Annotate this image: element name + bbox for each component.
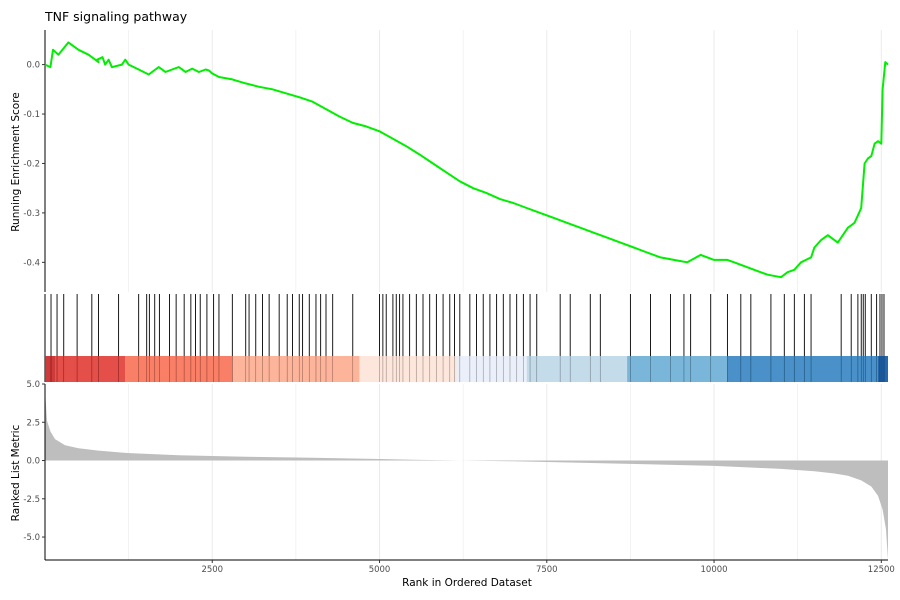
rank-color-band xyxy=(456,356,527,382)
ranked-metric-area xyxy=(45,390,888,560)
chart-title: TNF signaling pathway xyxy=(44,9,188,24)
ranked-metric-panel: 5.0 2.5 0.0 -2.5 -5.0 xyxy=(23,380,888,560)
rank-color-band xyxy=(877,356,888,382)
y-tick-label: 0.0 xyxy=(26,61,40,71)
gene-hits-panel xyxy=(44,294,888,382)
x-tick-label: 7500 xyxy=(536,565,558,575)
y-tick-label: 5.0 xyxy=(26,380,40,390)
rank-color-band xyxy=(232,356,360,382)
rank-color-band xyxy=(727,356,878,382)
enrichment-score-line xyxy=(44,41,889,279)
x-tick-label: 5000 xyxy=(369,565,391,575)
x-tick-label: 2500 xyxy=(201,565,223,575)
y-axis-title-enrichment: Running Enrichment Score xyxy=(10,92,22,232)
x-axis: 2500 5000 7500 10000 12500 xyxy=(45,559,895,575)
rank-color-band xyxy=(627,356,728,382)
x-tick-label: 10000 xyxy=(701,565,728,575)
x-axis-title: Rank in Ordered Dataset xyxy=(402,577,532,589)
rank-color-band xyxy=(45,356,56,382)
y-axis-title-ranked-metric: Ranked List Metric xyxy=(10,424,22,521)
y-tick-label: -0.2 xyxy=(23,159,40,169)
y-tick-label: -0.1 xyxy=(23,110,40,120)
y-tick-label: -0.4 xyxy=(23,258,40,268)
rank-color-band xyxy=(359,356,457,382)
y-tick-label: -0.3 xyxy=(23,209,40,219)
rank-color-band xyxy=(55,356,126,382)
y-tick-label: -2.5 xyxy=(23,495,40,505)
y-tick-label: 0.0 xyxy=(26,457,40,467)
rank-color-band xyxy=(125,356,233,382)
y-tick-label: -5.0 xyxy=(23,533,40,543)
rank-color-band xyxy=(526,356,628,382)
enrichment-score-panel: 0.0 -0.1 -0.2 -0.3 -0.4 xyxy=(23,30,889,292)
x-tick-label: 12500 xyxy=(868,565,895,575)
y-tick-label: 2.5 xyxy=(26,418,40,428)
